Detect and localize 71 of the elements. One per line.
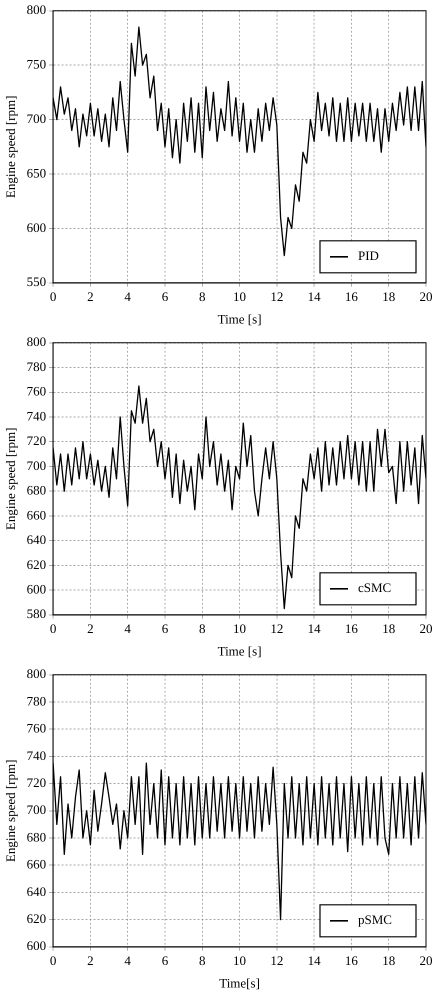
y-tick-label: 800 xyxy=(26,666,46,682)
x-tick-label: 10 xyxy=(233,953,246,968)
y-tick-label: 700 xyxy=(26,802,46,818)
x-tick-label: 10 xyxy=(233,621,246,636)
x-tick-label: 12 xyxy=(270,621,284,636)
y-axis-title: Engine speed [rpm] xyxy=(3,96,18,198)
y-tick-label: 800 xyxy=(26,334,46,350)
x-tick-label: 0 xyxy=(50,621,56,636)
y-axis-title: Engine speed [rpm] xyxy=(3,760,18,862)
y-tick-label: 620 xyxy=(26,911,46,926)
x-tick-label: 20 xyxy=(420,621,432,636)
x-tick-label: 2 xyxy=(87,953,94,968)
y-tick-label: 740 xyxy=(26,748,46,763)
x-tick-label: 14 xyxy=(308,953,322,968)
x-tick-label: 6 xyxy=(162,289,169,304)
y-tick-label: 780 xyxy=(26,358,46,374)
x-tick-label: 16 xyxy=(344,953,358,968)
y-tick-label: 760 xyxy=(26,384,46,399)
x-tick-label: 18 xyxy=(382,621,396,636)
y-tick-label: 680 xyxy=(26,829,46,844)
x-tick-label: 20 xyxy=(420,289,432,304)
x-tick-label: 10 xyxy=(233,289,246,304)
x-tick-label: 14 xyxy=(308,289,322,304)
y-axis-title: Engine speed [rpm] xyxy=(3,428,18,530)
x-tick-label: 18 xyxy=(382,289,396,304)
x-tick-label: 4 xyxy=(124,621,132,636)
x-tick-label: 16 xyxy=(344,289,358,304)
x-tick-label: 4 xyxy=(124,953,132,968)
y-tick-label: 720 xyxy=(26,433,46,448)
x-tick-label: 12 xyxy=(270,953,284,968)
x-axis-title: Time [s] xyxy=(218,644,262,659)
y-tick-label: 650 xyxy=(26,165,46,180)
y-tick-label: 660 xyxy=(26,507,46,522)
y-tick-label: 620 xyxy=(26,556,46,572)
y-tick-label: 640 xyxy=(26,884,46,899)
y-tick-label: 760 xyxy=(26,720,46,736)
y-tick-label: 580 xyxy=(26,606,46,622)
x-tick-label: 18 xyxy=(382,953,396,968)
x-tick-label: 8 xyxy=(199,953,206,968)
x-axis-title: Time[s] xyxy=(219,976,260,991)
y-tick-label: 680 xyxy=(26,482,46,498)
legend-label: PID xyxy=(358,248,379,264)
x-tick-label: 12 xyxy=(270,289,284,304)
x-tick-label: 8 xyxy=(199,289,206,304)
y-tick-label: 600 xyxy=(26,938,46,954)
x-tick-label: 2 xyxy=(87,289,94,304)
x-tick-label: 2 xyxy=(87,621,94,636)
y-tick-label: 660 xyxy=(26,856,46,872)
y-tick-label: 600 xyxy=(26,581,46,596)
y-tick-label: 640 xyxy=(26,532,46,548)
y-tick-label: 800 xyxy=(26,2,46,18)
legend-label: pSMC xyxy=(358,912,392,928)
y-tick-label: 550 xyxy=(26,274,46,290)
y-tick-label: 600 xyxy=(26,220,46,235)
x-tick-label: 16 xyxy=(344,621,358,636)
x-tick-label: 4 xyxy=(124,289,132,304)
x-tick-label: 14 xyxy=(308,621,322,636)
x-tick-label: 20 xyxy=(420,953,432,968)
y-tick-label: 700 xyxy=(26,458,46,473)
y-tick-label: 740 xyxy=(26,408,46,424)
legend-label: cSMC xyxy=(358,580,392,596)
x-tick-label: 6 xyxy=(162,621,169,636)
y-tick-label: 750 xyxy=(26,56,46,72)
x-tick-label: 0 xyxy=(50,953,56,968)
x-tick-label: 8 xyxy=(199,621,206,636)
x-tick-label: 0 xyxy=(50,289,56,304)
y-tick-label: 700 xyxy=(26,111,46,126)
y-tick-label: 720 xyxy=(26,775,46,790)
x-axis-title: Time [s] xyxy=(218,312,262,327)
y-tick-label: 780 xyxy=(26,693,46,708)
x-tick-label: 6 xyxy=(162,953,169,968)
